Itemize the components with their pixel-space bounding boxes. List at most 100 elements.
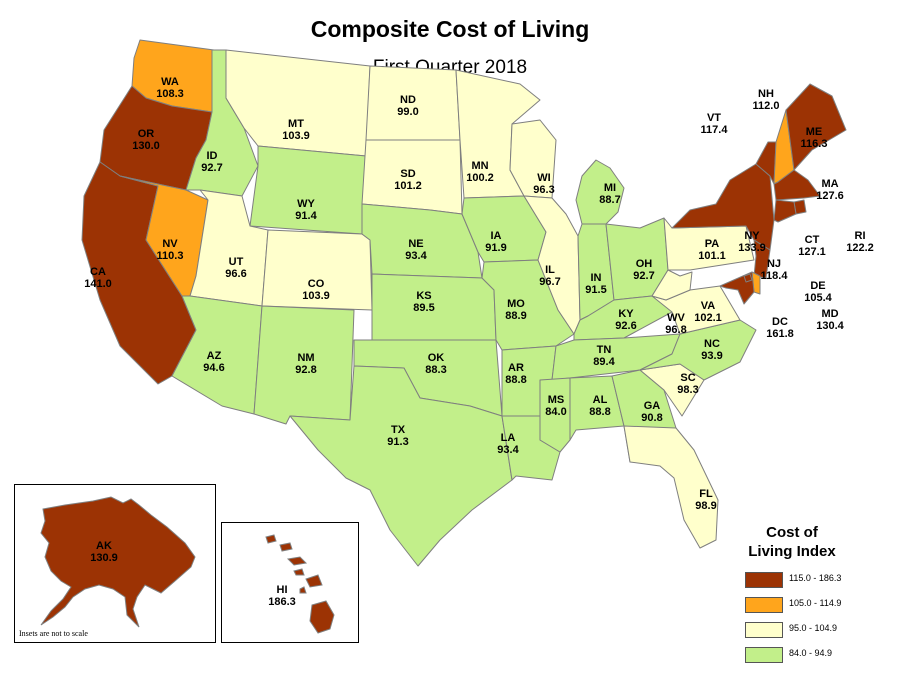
state-label-nm: NM 92.8 (286, 352, 326, 376)
state-label-wa: WA 108.3 (150, 76, 190, 100)
state-label-ca: CA 141.0 (78, 266, 118, 290)
state-code: AR (508, 362, 524, 374)
state-label-nh: NH 112.0 (746, 88, 786, 112)
state-code: MO (507, 298, 525, 310)
state-value: 93.4 (497, 444, 519, 456)
state-label-tn: TN 89.4 (584, 344, 624, 368)
state-code: MD (821, 308, 839, 320)
state-code: DE (810, 280, 826, 292)
state-code: IN (590, 272, 602, 284)
state-code: IL (545, 264, 555, 276)
state-code: WI (537, 172, 551, 184)
state-label-sd: SD 101.2 (388, 168, 428, 192)
state-label-ut: UT 96.6 (216, 256, 256, 280)
state-label-mn: MN 100.2 (460, 160, 500, 184)
state-value: 92.8 (295, 364, 317, 376)
state-value: 93.9 (701, 350, 723, 362)
state-value: 98.3 (677, 384, 699, 396)
state-value: 130.4 (816, 320, 844, 332)
state-label-pa: PA 101.1 (692, 238, 732, 262)
state-value: 108.3 (156, 88, 184, 100)
state-value: 91.9 (485, 242, 507, 254)
state-label-ga: GA 90.8 (632, 400, 672, 424)
state-code: FL (699, 488, 713, 500)
state-code: OR (137, 128, 155, 140)
state-value: 127.6 (816, 190, 844, 202)
state-code: CT (804, 234, 820, 246)
state-code: UT (228, 256, 244, 268)
state-label-hi: HI 186.3 (262, 584, 302, 608)
state-label-az: AZ 94.6 (194, 350, 234, 374)
state-value: 84.0 (545, 406, 567, 418)
state-label-nv: NV 110.3 (150, 238, 190, 262)
state-value: 93.4 (405, 250, 427, 262)
state-fl (623, 425, 719, 549)
state-label-de: DE 105.4 (798, 280, 838, 304)
state-value: 117.4 (700, 124, 728, 136)
state-value: 122.2 (846, 242, 874, 254)
state-label-me: ME 116.3 (794, 126, 834, 150)
state-value: 133.9 (738, 242, 766, 254)
state-label-wv: WV 96.8 (656, 312, 696, 336)
state-value: 94.6 (203, 362, 225, 374)
legend-title-line2: Living Index (748, 543, 836, 560)
state-label-il: IL 96.7 (530, 264, 570, 288)
state-label-ma: MA 127.6 (810, 178, 850, 202)
state-label-ar: AR 88.8 (496, 362, 536, 386)
state-value: 141.0 (84, 278, 112, 290)
state-label-co: CO 103.9 (296, 278, 336, 302)
state-code: OH (635, 258, 653, 270)
state-value: 102.1 (694, 312, 722, 324)
state-label-dc: DC 161.8 (760, 316, 800, 340)
state-value: 90.8 (641, 412, 663, 424)
state-code: ME (805, 126, 823, 138)
state-value: 92.6 (615, 320, 637, 332)
state-code: AZ (206, 350, 222, 362)
state-code: TX (390, 424, 406, 436)
state-code: IA (490, 230, 502, 242)
state-dc (743, 273, 753, 283)
state-code: OK (427, 352, 445, 364)
map-title: Composite Cost of Living (310, 16, 590, 42)
state-code: NV (162, 238, 178, 250)
state-code: GA (643, 400, 661, 412)
state-code: AL (592, 394, 608, 406)
state-ms (539, 377, 571, 453)
state-value: 88.3 (425, 364, 447, 376)
state-label-nj: NJ 118.4 (754, 258, 794, 282)
state-value: 88.7 (599, 194, 621, 206)
state-label-la: LA 93.4 (488, 432, 528, 456)
state-co (261, 229, 373, 311)
state-code: NC (704, 338, 720, 350)
state-ma (773, 169, 821, 201)
state-label-mo: MO 88.9 (496, 298, 536, 322)
state-code: WY (297, 198, 315, 210)
alaska-shape (40, 496, 196, 628)
state-value: 103.9 (282, 130, 310, 142)
state-label-oh: OH 92.7 (624, 258, 664, 282)
state-value: 101.2 (394, 180, 422, 192)
state-label-wy: WY 91.4 (286, 198, 326, 222)
state-label-ri: RI 122.2 (840, 230, 880, 254)
state-code: DC (772, 316, 788, 328)
state-mi (575, 159, 625, 225)
state-label-ct: CT 127.1 (792, 234, 832, 258)
legend-swatch (745, 647, 783, 663)
state-label-in: IN 91.5 (576, 272, 616, 296)
legend-range: 84.0 - 94.9 (789, 648, 833, 658)
state-value: 96.7 (539, 276, 561, 288)
legend-title: Cost of Living Index (742, 523, 842, 561)
state-label-al: AL 88.8 (580, 394, 620, 418)
state-label-id: ID 92.7 (192, 150, 232, 174)
state-code: KS (416, 290, 432, 302)
state-value: 96.6 (225, 268, 247, 280)
state-label-ks: KS 89.5 (404, 290, 444, 314)
state-ct (773, 199, 797, 223)
state-code: WV (667, 312, 685, 324)
state-value: 91.3 (387, 436, 409, 448)
state-value: 89.4 (593, 356, 615, 368)
state-value: 98.9 (695, 500, 717, 512)
state-label-ia: IA 91.9 (476, 230, 516, 254)
state-value: 112.0 (752, 100, 780, 112)
